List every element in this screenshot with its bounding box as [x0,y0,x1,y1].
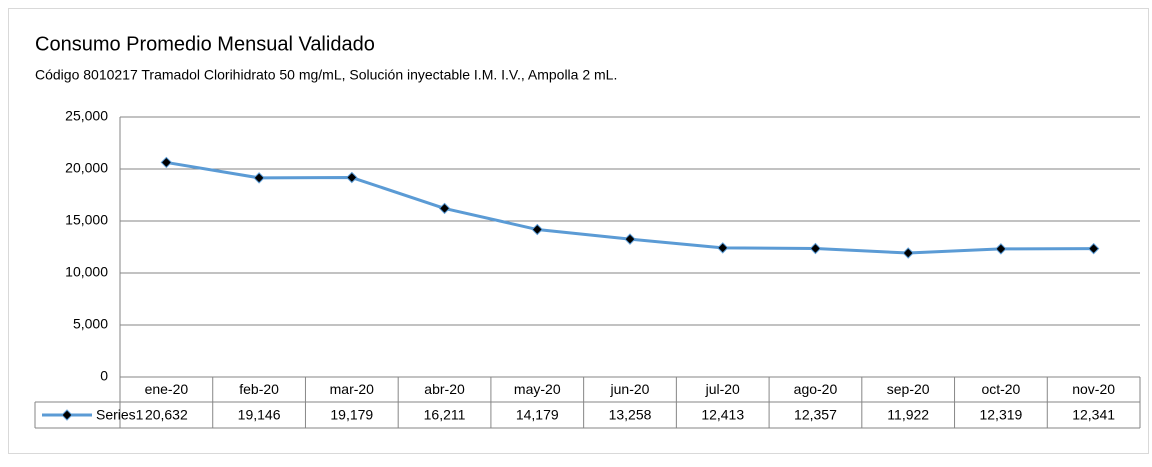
chart-subtitle: Código 8010217 Tramadol Clorihidrato 50 … [35,67,617,83]
marker [438,202,451,215]
y-tick-label: 0 [100,368,108,384]
x-tick-label: abr-20 [424,381,465,397]
x-tick-label: nov-20 [1072,381,1115,397]
marker [160,156,173,169]
table-value: 20,632 [145,407,188,423]
marker [809,242,822,255]
marker [1087,242,1100,255]
marker [624,233,636,245]
x-tick-label: jul-20 [705,381,740,397]
x-tick-label: sep-20 [887,381,930,397]
x-tick-label: jun-20 [610,381,650,397]
x-tick-label: ago-20 [794,381,838,397]
x-tick-label: feb-20 [239,381,279,397]
table-value: 13,258 [609,407,652,423]
y-tick-label: 10,000 [65,264,108,280]
legend-label: Series1 [96,407,144,423]
chart-title: Consumo Promedio Mensual Validado [35,33,375,55]
legend-key-marker [61,409,73,421]
table-value: 14,179 [516,407,559,423]
table-value: 12,319 [979,407,1022,423]
marker [346,171,358,184]
table-value: 19,146 [238,407,281,423]
table-value: 12,341 [1072,407,1115,423]
x-tick-label: ene-20 [145,381,189,397]
y-tick-label: 5,000 [73,316,108,332]
marker [253,172,265,184]
table-value: 11,922 [887,407,929,423]
table-value: 12,357 [794,407,837,423]
table-value: 19,179 [330,407,373,423]
y-tick-label: 20,000 [65,160,108,176]
table-value: 12,413 [701,407,744,423]
chart-border [8,8,1149,454]
x-tick-label: oct-20 [981,381,1020,397]
x-tick-label: mar-20 [330,381,375,397]
marker [902,247,914,259]
y-tick-label: 25,000 [65,108,108,124]
x-tick-label: may-20 [514,381,561,397]
y-tick-label: 15,000 [65,212,108,228]
table-value: 16,211 [424,407,466,423]
marker [531,223,543,236]
marker [995,243,1007,255]
marker [717,242,729,254]
